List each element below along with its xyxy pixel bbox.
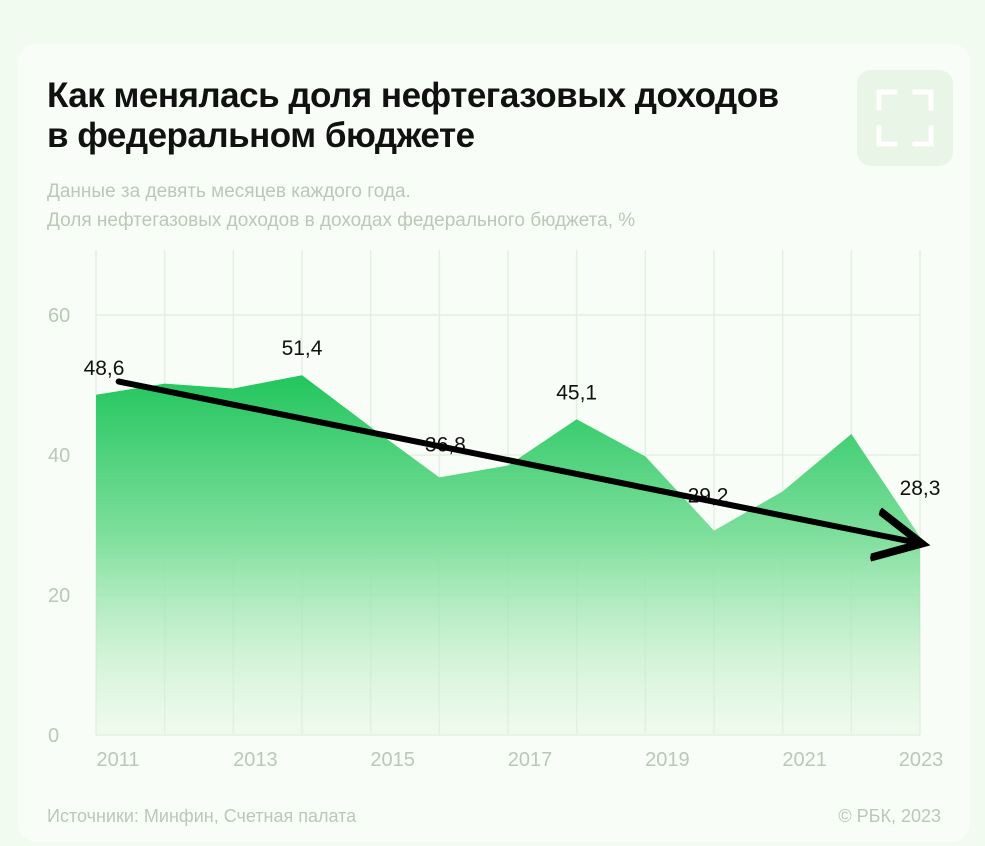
- x-tick-label: 2019: [645, 749, 690, 771]
- data-label: 28,3: [900, 477, 941, 500]
- title-line-2: в федеральном бюджете: [47, 116, 475, 155]
- x-tick-label: 2017: [508, 749, 553, 771]
- trend-arrow: [115, 378, 916, 543]
- copyright: © РБК, 2023: [838, 806, 941, 826]
- area-series: [96, 375, 920, 735]
- subtitle-line-1: Данные за девять месяцев каждого года.: [47, 181, 411, 202]
- fullscreen-expand-icon: [876, 89, 934, 147]
- title-line-1: Как менялась доля нефтегазовых доходов: [47, 76, 779, 115]
- data-label: 45,1: [556, 381, 597, 404]
- x-tick-label: 2011: [96, 749, 139, 771]
- x-tick-label: 2023: [899, 749, 944, 771]
- data-label: 51,4: [282, 337, 323, 360]
- expand-button[interactable]: [857, 70, 953, 166]
- x-tick-label: 2015: [370, 749, 415, 771]
- source-note: Источники: Минфин, Счетная палата: [47, 806, 357, 826]
- data-label: 48,6: [84, 357, 125, 380]
- subtitle-line-2: Доля нефтегазовых доходов в доходах феде…: [47, 210, 636, 231]
- y-tick-label: 0: [48, 725, 59, 747]
- chart-title: Как менялась доля нефтегазовых доходов в…: [47, 76, 847, 156]
- x-tick-label: 2021: [782, 749, 827, 771]
- chart-subtitle: Данные за девять месяцев каждого года. Д…: [47, 177, 635, 235]
- x-tick-label: 2013: [233, 749, 278, 771]
- y-tick-label: 40: [48, 445, 70, 467]
- y-tick-label: 20: [48, 585, 70, 607]
- y-tick-label: 60: [48, 305, 70, 327]
